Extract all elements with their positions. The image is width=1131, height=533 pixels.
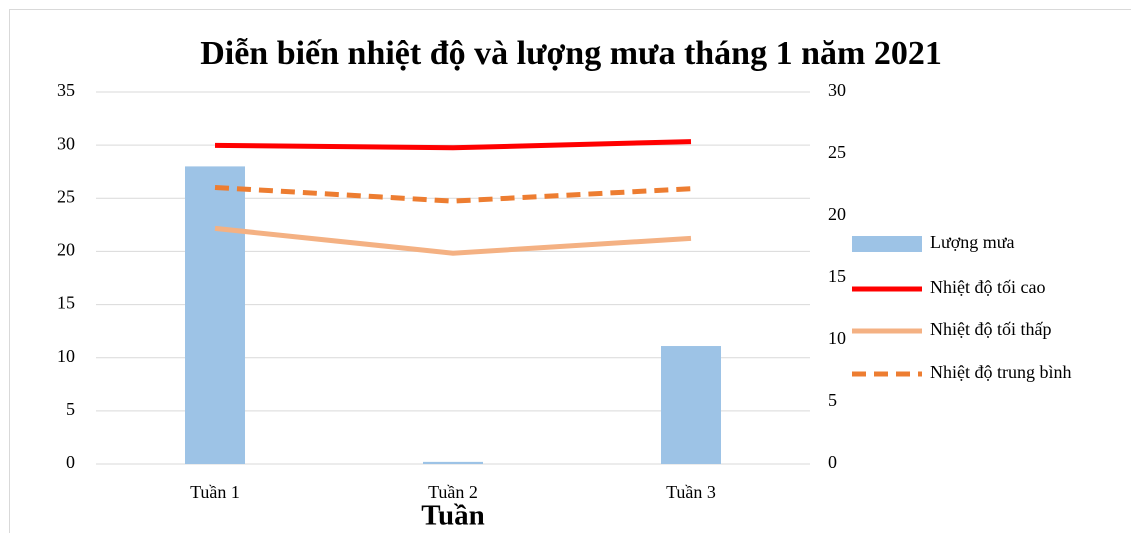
x-axis-title: Tuần [421, 500, 484, 532]
y2-tick-label: 30 [828, 80, 846, 100]
x-tick-label: Tuần 3 [666, 482, 716, 502]
y2-tick-label: 0 [828, 452, 837, 472]
line-series [214, 225, 692, 256]
bar [185, 166, 245, 464]
legend-label: Nhiệt độ tối cao [930, 277, 1045, 297]
y-tick-label: 25 [57, 186, 75, 206]
y-tick-label: 10 [57, 346, 75, 366]
chart-border [9, 9, 1131, 533]
chart-title: Diễn biến nhiệt độ và lượng mưa tháng 1 … [200, 35, 942, 72]
x-tick-label: Tuần 2 [428, 482, 478, 502]
line-series [214, 139, 692, 151]
line-series [214, 184, 692, 204]
legend-label: Nhiệt độ trung bình [930, 362, 1072, 382]
y2-tick-label: 20 [828, 204, 846, 224]
bar [661, 346, 721, 464]
y-tick-label: 0 [66, 452, 75, 472]
bar [423, 461, 483, 464]
legend-label: Nhiệt độ tối thấp [930, 319, 1051, 339]
y2-tick-label: 5 [828, 390, 837, 410]
x-tick-label: Tuần 1 [190, 482, 240, 502]
y-tick-label: 5 [66, 399, 75, 419]
y-tick-label: 20 [57, 240, 75, 260]
legend-swatch [852, 236, 922, 252]
y2-tick-label: 15 [828, 266, 846, 286]
y-tick-label: 35 [57, 80, 75, 100]
legend-label: Lượng mưa [930, 232, 1015, 252]
y2-tick-label: 10 [828, 328, 846, 348]
y-tick-label: 15 [57, 293, 75, 313]
y2-tick-label: 25 [828, 142, 846, 162]
y-tick-label: 30 [57, 133, 75, 153]
